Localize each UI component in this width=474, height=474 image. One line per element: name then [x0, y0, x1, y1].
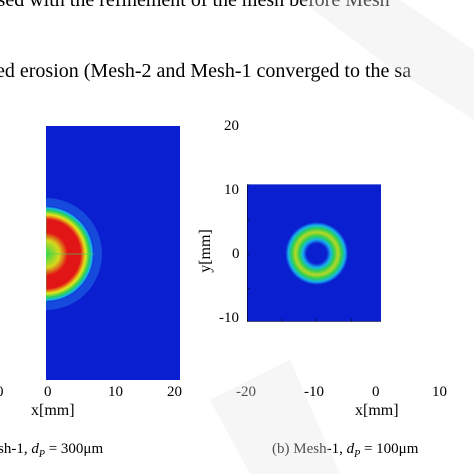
right-y-tick-label: 10 [224, 182, 239, 198]
erosion-ring [285, 222, 349, 285]
right-y-tick-label: -10 [219, 310, 239, 326]
right-x-tick-label: -10 [304, 384, 324, 400]
left-figure-caption: sh-1, dP = 300μm [0, 441, 104, 460]
paper-text-line-2: ed erosion (Mesh-2 and Mesh-1 converged … [0, 60, 412, 82]
left-x-tick-label: 10 [108, 384, 123, 400]
left-x-tick-label: 20 [167, 384, 182, 400]
paper-text-line-1: ised with the refinement of the mesh bef… [0, 0, 390, 11]
right-y-tick-label: 20 [224, 118, 239, 134]
right-x-tick-label: 0 [372, 384, 380, 400]
right-figure-caption: (b) Mesh-1, dP = 100μm [272, 441, 419, 460]
left-x-tick-label: 0 [44, 384, 52, 400]
right-x-axis-label: x[mm] [355, 402, 399, 419]
right-y-tick-label: 0 [232, 246, 240, 262]
right-x-tick-label: 10 [432, 384, 447, 400]
right-y-axis-label: y[mm] [196, 229, 214, 273]
left-x-axis-label: x[mm] [31, 402, 75, 419]
erosion-contour-plot-left [46, 126, 180, 380]
erosion-contour-plot-right [247, 184, 381, 322]
left-x-tick-label: 0 [0, 384, 4, 400]
right-x-tick-label: -20 [236, 384, 256, 400]
